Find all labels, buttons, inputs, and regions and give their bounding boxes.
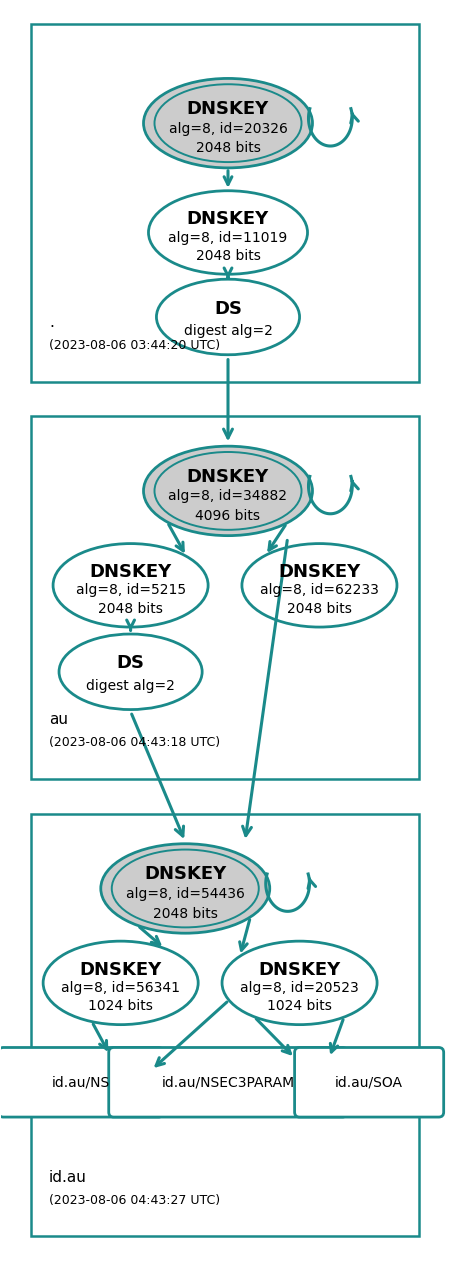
- FancyBboxPatch shape: [294, 1048, 443, 1117]
- Ellipse shape: [242, 543, 396, 627]
- Text: DNSKEY: DNSKEY: [79, 961, 162, 979]
- Text: DNSKEY: DNSKEY: [258, 961, 340, 979]
- Text: id.au/NS: id.au/NS: [52, 1075, 110, 1089]
- Text: DS: DS: [116, 654, 144, 672]
- Text: id.au/NSEC3PARAM: id.au/NSEC3PARAM: [161, 1075, 294, 1089]
- Ellipse shape: [59, 634, 202, 709]
- FancyBboxPatch shape: [108, 1048, 347, 1117]
- Bar: [31, 417, 418, 780]
- Text: alg=8, id=5215: alg=8, id=5215: [76, 583, 185, 597]
- Text: alg=8, id=20523: alg=8, id=20523: [240, 982, 358, 994]
- Ellipse shape: [222, 941, 376, 1025]
- Text: DNSKEY: DNSKEY: [278, 564, 360, 581]
- Text: alg=8, id=62233: alg=8, id=62233: [259, 583, 378, 597]
- Ellipse shape: [156, 279, 299, 355]
- Ellipse shape: [101, 843, 269, 933]
- Text: 1024 bits: 1024 bits: [88, 999, 153, 1013]
- Text: (2023-08-06 03:44:20 UTC): (2023-08-06 03:44:20 UTC): [49, 339, 220, 351]
- Text: alg=8, id=34882: alg=8, id=34882: [168, 489, 287, 504]
- Text: digest alg=2: digest alg=2: [86, 679, 175, 693]
- FancyBboxPatch shape: [0, 1048, 163, 1117]
- Text: digest alg=2: digest alg=2: [183, 325, 272, 339]
- Text: alg=8, id=20326: alg=8, id=20326: [168, 121, 287, 135]
- Text: au: au: [49, 712, 68, 727]
- Text: alg=8, id=56341: alg=8, id=56341: [61, 982, 180, 994]
- Text: (2023-08-06 04:43:27 UTC): (2023-08-06 04:43:27 UTC): [49, 1194, 220, 1206]
- Text: DNSKEY: DNSKEY: [187, 210, 268, 229]
- Text: 2048 bits: 2048 bits: [195, 141, 260, 155]
- Text: (2023-08-06 04:43:18 UTC): (2023-08-06 04:43:18 UTC): [49, 736, 220, 749]
- Ellipse shape: [143, 78, 312, 167]
- Text: 2048 bits: 2048 bits: [152, 906, 217, 920]
- Text: id.au/SOA: id.au/SOA: [334, 1075, 402, 1089]
- Text: DS: DS: [213, 299, 242, 318]
- Ellipse shape: [53, 543, 207, 627]
- Text: 2048 bits: 2048 bits: [286, 602, 351, 616]
- Text: alg=8, id=11019: alg=8, id=11019: [168, 230, 287, 244]
- Text: DNSKEY: DNSKEY: [187, 468, 268, 486]
- Ellipse shape: [148, 190, 307, 275]
- Text: DNSKEY: DNSKEY: [144, 865, 226, 883]
- Text: 1024 bits: 1024 bits: [267, 999, 331, 1013]
- Text: 2048 bits: 2048 bits: [98, 602, 163, 616]
- Text: DNSKEY: DNSKEY: [89, 564, 172, 581]
- Text: 2048 bits: 2048 bits: [195, 249, 260, 263]
- Text: 4096 bits: 4096 bits: [195, 509, 260, 523]
- Text: .: .: [49, 314, 54, 330]
- Text: id.au: id.au: [49, 1169, 87, 1185]
- Bar: [31, 24, 418, 382]
- Bar: [31, 814, 418, 1236]
- Text: alg=8, id=54436: alg=8, id=54436: [126, 887, 244, 901]
- Text: DNSKEY: DNSKEY: [187, 100, 268, 118]
- Ellipse shape: [43, 941, 198, 1025]
- Ellipse shape: [143, 446, 312, 535]
